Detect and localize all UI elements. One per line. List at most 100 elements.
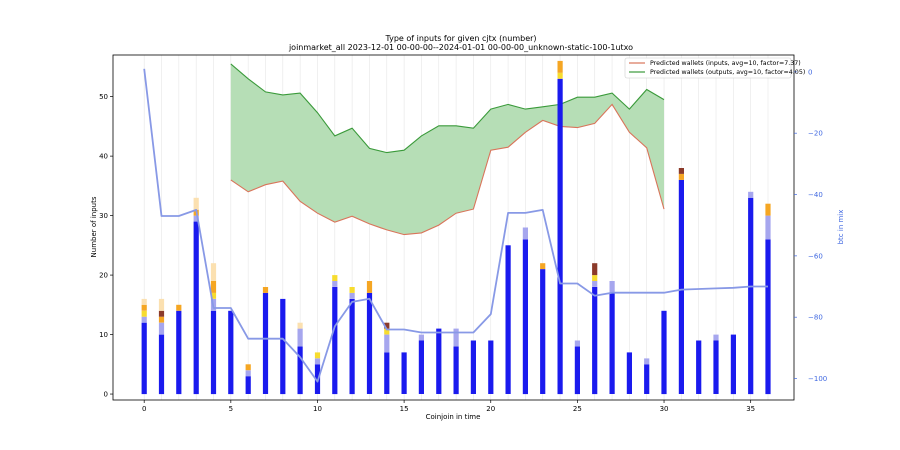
bar-light-segment [158, 322, 165, 335]
bar-orange-segment [765, 203, 771, 216]
bar-light-segment [384, 334, 390, 353]
x-tick-label: 20 [486, 405, 495, 413]
bar-light-segment [193, 215, 199, 222]
bar-main-segment [765, 239, 771, 395]
bar-main-segment [401, 352, 407, 394]
bar-brown-segment [678, 168, 684, 174]
bar-main-segment [228, 310, 234, 395]
bar-main-segment [280, 298, 286, 395]
x-tick-label: 35 [746, 405, 755, 413]
bar-main-segment [245, 376, 251, 394]
wallet-band-fill [230, 63, 665, 235]
bar-orange-segment [141, 304, 147, 311]
x-tick-label: 5 [229, 405, 233, 413]
bar-main-segment [141, 322, 147, 395]
legend-label-inputs: Predicted wallets (inputs, avg=10, facto… [650, 60, 801, 67]
bar-light-segment [297, 328, 303, 347]
bar-main-segment [713, 340, 719, 394]
plot-frame [112, 54, 795, 401]
x-tick-label: 0 [142, 405, 146, 413]
bar-yellow-segment [349, 287, 355, 293]
outputs-wallet-line [230, 63, 665, 154]
x-tick-label: 25 [573, 405, 582, 413]
bar-light-segment [349, 292, 355, 299]
bar-main-segment [505, 245, 511, 394]
bar-yellow-segment [141, 310, 147, 317]
bar-light-segment [332, 281, 338, 287]
chart-subtitle: joinmarket_all 2023-12-01 00-00-00--2024… [288, 43, 633, 52]
bar-orange-segment [158, 316, 165, 323]
bar-light-segment [245, 370, 251, 377]
bar-main-segment [158, 334, 165, 395]
bar-light-segment [713, 334, 719, 341]
y-tick-label: 40 [99, 153, 108, 161]
bar-cream-segment [158, 298, 165, 311]
bar-light-segment [765, 215, 771, 240]
bar-main-segment [297, 346, 303, 395]
legend-label-outputs: Predicted wallets (outputs, avg=10, fact… [650, 69, 805, 76]
right-tick-label: −60 [808, 252, 823, 260]
bar-main-segment [522, 239, 528, 395]
bar-cream-segment [297, 322, 303, 329]
bar-brown-segment [384, 322, 390, 329]
bar-main-segment [592, 287, 598, 395]
chart-title: Type of inputs for given cjtx (number) [384, 34, 536, 43]
bar-light-segment [141, 316, 147, 323]
bar-main-segment [193, 221, 199, 395]
bar-cream-segment [210, 263, 217, 281]
bar-yellow-segment [384, 328, 390, 335]
btc-in-mix-line [143, 68, 768, 383]
bar-main-segment [488, 340, 494, 394]
y-tick-label: 0 [104, 391, 108, 399]
bar-light-segment [314, 358, 321, 365]
bar-main-segment [748, 197, 754, 395]
bar-yellow-segment [332, 275, 338, 281]
right-tick-label: −100 [808, 375, 827, 383]
bar-main-segment [176, 310, 182, 395]
legend: Predicted wallets (inputs, avg=10, facto… [624, 57, 805, 79]
bar-light-segment [453, 328, 459, 347]
bar-cream-segment [193, 197, 199, 210]
bar-main-segment [384, 352, 390, 394]
bar-orange-segment [366, 281, 373, 293]
bar-main-segment [436, 328, 442, 394]
right-tick-label: −20 [808, 130, 823, 138]
bar-main-segment [696, 340, 702, 394]
y-axis-label: Number of inputs [90, 196, 98, 257]
bar-main-segment [210, 310, 217, 395]
bar-orange-segment [262, 287, 269, 293]
bar-orange-segment [245, 364, 251, 371]
y-tick-label: 10 [99, 331, 108, 339]
bar-main-segment [574, 346, 580, 395]
bar-main-segment [626, 352, 632, 394]
legend-box [624, 57, 792, 79]
bar-main-segment [332, 287, 338, 395]
bar-main-segment [540, 269, 546, 394]
bar-light-segment [644, 358, 650, 365]
right-tick-label: −40 [808, 191, 823, 199]
y-axis-ticks: 0 10 20 30 40 50 [99, 93, 113, 399]
bar-light-segment [574, 340, 580, 347]
y-tick-label: 30 [99, 212, 108, 220]
y-tick-label: 20 [99, 272, 108, 280]
right-tick-label: 0 [808, 68, 812, 76]
bar-main-segment [730, 334, 736, 395]
bar-orange-segment [176, 304, 182, 311]
bar-main-segment [470, 340, 476, 394]
bar-main-segment [262, 292, 269, 394]
bar-light-segment [748, 191, 754, 198]
bar-yellow-segment [314, 352, 321, 359]
inputs-wallet-line [230, 103, 665, 236]
x-axis-label: Coinjoin in time [426, 413, 481, 421]
bar-main-segment [609, 292, 615, 394]
bar-main-segment [366, 292, 373, 394]
bar-main-segment [349, 298, 355, 395]
bar-main-segment [678, 179, 684, 394]
bar-brown-segment [592, 263, 598, 276]
right-axis-ticks: 0 −20 −40 −60 −80 −100 [794, 68, 827, 383]
bar-yellow-segment [210, 292, 217, 299]
bar-main-segment [661, 310, 667, 395]
right-axis-label: btc in mix [837, 210, 845, 245]
y-tick-label: 50 [99, 93, 108, 101]
bar-yellow-segment [592, 275, 598, 281]
